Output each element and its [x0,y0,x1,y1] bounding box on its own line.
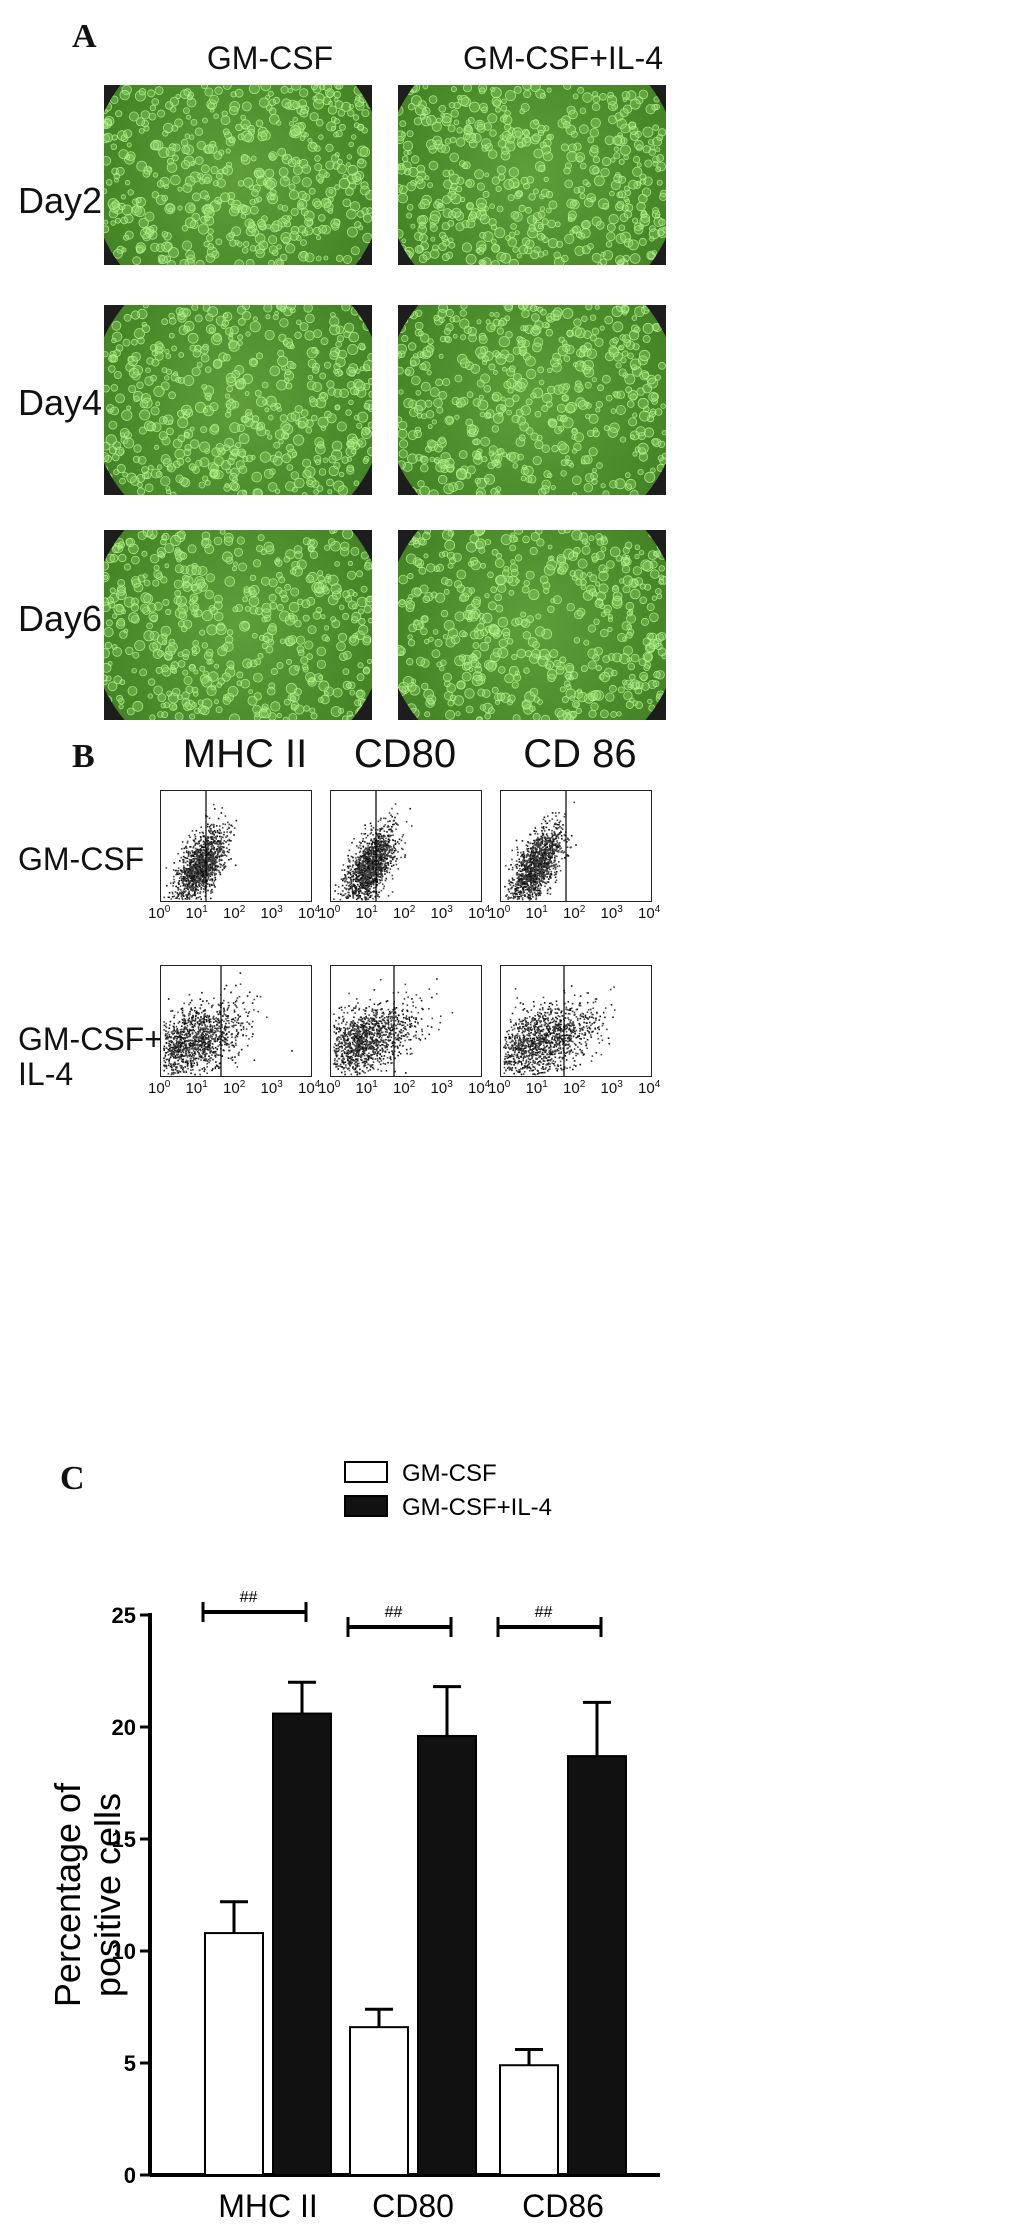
panel-a-row-day4: Day4 [18,382,103,423]
flow-axis-tick: 101 [525,904,548,922]
y-tick-label: 0 [124,2163,136,2188]
flow-axis-tick: 103 [600,904,623,922]
bar-gmcsf [349,2026,409,2176]
x-category-label: MHC II [218,2188,318,2224]
flow-axis-tick: 104 [468,1079,491,1097]
flow-axis-tick: 102 [563,904,586,922]
flow-axis-tick: 102 [223,904,246,922]
flow-cytometry-plot [500,790,652,902]
significance-marker: ## [240,1589,258,1606]
flow-axis-tick: 104 [298,1079,321,1097]
bar-gmcsf [204,1932,264,2176]
flow-axis-tick: 104 [638,1079,661,1097]
flow-axis-tick: 104 [638,904,661,922]
flow-axis-tick: 102 [563,1079,586,1097]
bar-gmcsf-il4 [567,1755,627,2176]
flow-axis-tick: 100 [488,904,511,922]
legend-swatch [344,1495,388,1517]
flow-axis-tick: 103 [600,1079,623,1097]
bar-chart: 0 5 10 15 20 25 Percentage of positive cells MHC… [47,1460,660,2224]
y-tick-label: 15 [112,1827,136,1852]
panel-b-column-cd80: CD80 [353,732,457,776]
x-category-label: CD80 [372,2188,454,2224]
legend-label: GM-CSF [402,1460,497,1487]
flow-axis-tick: 102 [223,1079,246,1097]
y-tick-label: 10 [112,1939,136,1964]
microscope-image [398,530,666,720]
panel-b-column-mhcii: MHC II [182,732,308,776]
flow-axis-tick: 100 [488,1079,511,1097]
microscope-image [104,85,372,265]
flow-axis-tick: 101 [525,1079,548,1097]
panel-a-row-day2: Day2 [18,180,103,221]
flow-axis-tick: 103 [430,904,453,922]
flow-cytometry-plot [500,965,652,1077]
x-category-label: CD86 [522,2188,604,2224]
flow-axis-tick: 103 [260,1079,283,1097]
panel-b-letter: B [72,738,95,775]
microscope-image [104,305,372,495]
flow-cytometry-plot [160,790,312,902]
y-axis-label: positive cells [87,1793,128,1997]
flow-axis-tick: 100 [318,904,341,922]
panel-c-letter: C [60,1460,85,1497]
panel-b-column-cd86: CD 86 [523,732,637,776]
y-tick-label: 5 [124,2051,136,2076]
panel-b-row-gmcsf: GM-CSF [18,841,145,877]
flow-axis-tick: 104 [468,904,491,922]
y-axis-label: Percentage of [47,1782,88,2007]
microscope-image [104,530,372,720]
panel-a-letter: A [72,18,97,55]
microscope-image [398,305,666,495]
flow-axis-tick: 101 [185,904,208,922]
flow-axis-tick: 100 [148,1079,171,1097]
flow-axis-tick: 102 [393,1079,416,1097]
y-tick-label: 25 [112,1603,136,1628]
flow-axis-tick: 102 [393,904,416,922]
flow-axis-tick: 101 [355,904,378,922]
bar-gmcsf-il4 [417,1734,477,2176]
bar-gmcsf-il4 [272,1712,332,2176]
flow-cytometry-plot [160,965,312,1077]
flow-cytometry-plot [330,790,482,902]
flow-axis-tick: 101 [355,1079,378,1097]
flow-axis-tick: 103 [260,904,283,922]
significance-marker: ## [535,1604,553,1621]
panel-b-row-gmcsf-il4: GM-CSF+ IL-4 [18,1021,163,1093]
flow-cytometry-plot [330,965,482,1077]
legend-swatch [344,1461,388,1483]
flow-axis-tick: 104 [298,904,321,922]
significance-marker: ## [385,1604,403,1621]
y-tick-label: 20 [112,1715,136,1740]
flow-axis-tick: 101 [185,1079,208,1097]
legend-label: GM-CSF+IL-4 [402,1494,552,1521]
panel-a-column-gmcsf: GM-CSF [206,40,334,76]
flow-axis-tick: 103 [430,1079,453,1097]
panel-a-column-gmcsf-il4: GM-CSF+IL-4 [462,40,664,76]
panel-a-row-day6: Day6 [18,598,103,639]
bar-gmcsf [499,2064,559,2176]
flow-axis-tick: 100 [318,1079,341,1097]
flow-axis-tick: 100 [148,904,171,922]
microscope-image [398,85,666,265]
